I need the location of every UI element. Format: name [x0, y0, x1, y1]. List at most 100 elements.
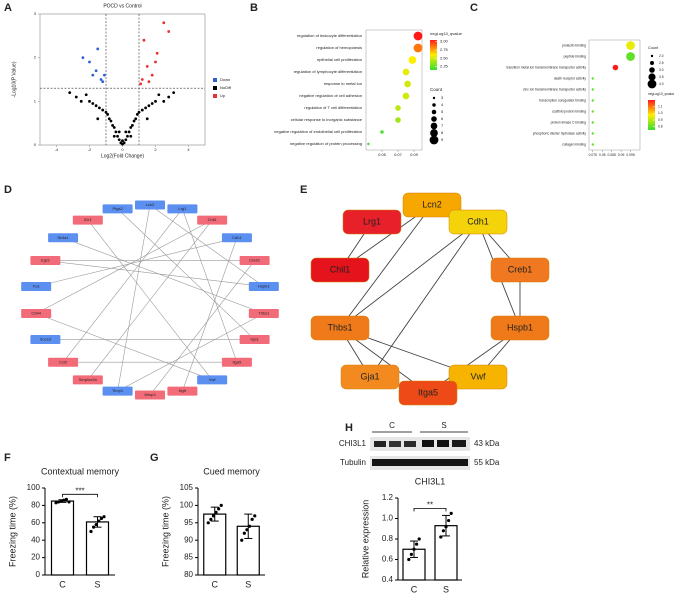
data-point	[214, 510, 218, 514]
edge	[117, 208, 255, 340]
point	[96, 47, 100, 51]
panel-letter: A	[4, 2, 12, 14]
data-point	[92, 525, 96, 529]
x-tick-label: -2	[88, 147, 92, 152]
node-label: Hspb1	[507, 322, 533, 332]
legend-label: NoDiff	[220, 85, 232, 90]
point	[145, 65, 149, 68]
size-legend-label: 3.5	[659, 75, 664, 79]
node-label: Ccl2	[59, 359, 68, 364]
node-label: Itga5	[418, 387, 438, 397]
legend-label: Up	[220, 93, 226, 98]
point	[121, 139, 124, 143]
point	[132, 119, 136, 123]
point	[117, 138, 121, 142]
blot-band	[422, 440, 434, 447]
size-legend-label: 4.0	[659, 82, 664, 86]
node-label: Nr4a1	[58, 235, 70, 240]
blot-band	[389, 441, 401, 447]
bar	[85, 521, 110, 576]
y-tick-label: 0.6	[382, 555, 394, 564]
point	[162, 21, 166, 25]
point	[112, 134, 116, 138]
size-legend-label: 4	[441, 102, 444, 107]
node	[197, 215, 228, 225]
point	[154, 60, 157, 64]
dot	[591, 77, 594, 80]
y-tick-label: 0	[36, 570, 41, 579]
y-tick-label: 80	[184, 570, 193, 579]
color-bar	[648, 100, 655, 130]
data-point	[417, 537, 421, 541]
y-tick-label: 80	[31, 501, 40, 510]
chart-title: Cued memory	[203, 466, 260, 476]
data-point	[444, 525, 448, 529]
node	[402, 192, 462, 218]
node-label: Cd44	[31, 311, 41, 316]
node	[239, 334, 270, 344]
category-label: death receptor activity	[554, 76, 587, 80]
data-point	[449, 511, 453, 515]
point	[147, 104, 151, 108]
category-label: cellular response to inorganic substance	[291, 117, 363, 122]
node-label: Chil1	[330, 264, 351, 274]
node-label: Lcn2	[146, 202, 155, 207]
point	[129, 126, 133, 129]
category-label: transcription coregulator binding	[539, 98, 586, 102]
node-label: Lcn2	[422, 199, 442, 209]
blot-band	[372, 459, 468, 466]
category-label: peptide binding	[564, 54, 587, 58]
y-tick-label: 95	[184, 518, 193, 527]
point	[135, 113, 139, 116]
edge	[62, 208, 183, 363]
size-legend-dot	[430, 129, 438, 137]
edge	[182, 237, 238, 392]
node	[21, 281, 52, 291]
edge	[149, 260, 255, 396]
node-label: Creb1	[249, 258, 261, 263]
node	[30, 256, 61, 266]
edge	[339, 204, 433, 329]
node-label: Ngfr	[179, 388, 187, 393]
point	[126, 134, 129, 138]
data-point	[447, 518, 451, 523]
node	[310, 257, 370, 283]
point	[116, 134, 119, 138]
dot	[402, 92, 410, 100]
data-point	[94, 522, 98, 527]
data-point	[247, 524, 252, 528]
point	[157, 93, 161, 97]
point	[131, 123, 134, 127]
point	[112, 126, 116, 129]
y-axis-label: Freezing time (%)	[7, 496, 17, 567]
color-tick-label: 2.75	[440, 47, 449, 52]
node	[167, 204, 198, 214]
size-legend-dot	[432, 96, 436, 100]
point	[150, 102, 154, 105]
point	[98, 106, 101, 110]
color-legend-title: negLog10_qvalue	[648, 92, 674, 96]
x-tick-label: 0.09	[618, 153, 625, 157]
node-label: Socs3	[40, 337, 52, 342]
point	[140, 108, 144, 112]
edge	[36, 313, 213, 381]
y-axis-label: -Log10(P Value)	[11, 61, 17, 97]
node	[72, 375, 103, 385]
node-label: Timp1	[112, 388, 124, 393]
size-legend-label: 8	[441, 130, 444, 135]
point	[144, 106, 148, 110]
point	[79, 99, 83, 103]
node	[239, 256, 270, 266]
category-label: regulation of hemopoiesis	[316, 45, 362, 50]
point	[140, 78, 144, 81]
node	[340, 364, 400, 390]
y-tick-label: 2	[34, 55, 37, 60]
x-tick-label: C	[212, 579, 219, 589]
dot	[591, 121, 594, 124]
x-tick-label: 0.075	[589, 153, 597, 157]
x-tick-label: 0.08	[599, 153, 606, 157]
size-legend-dot	[650, 54, 654, 58]
x-tick-label: S	[245, 579, 251, 589]
dot	[395, 117, 401, 123]
point	[109, 119, 113, 123]
